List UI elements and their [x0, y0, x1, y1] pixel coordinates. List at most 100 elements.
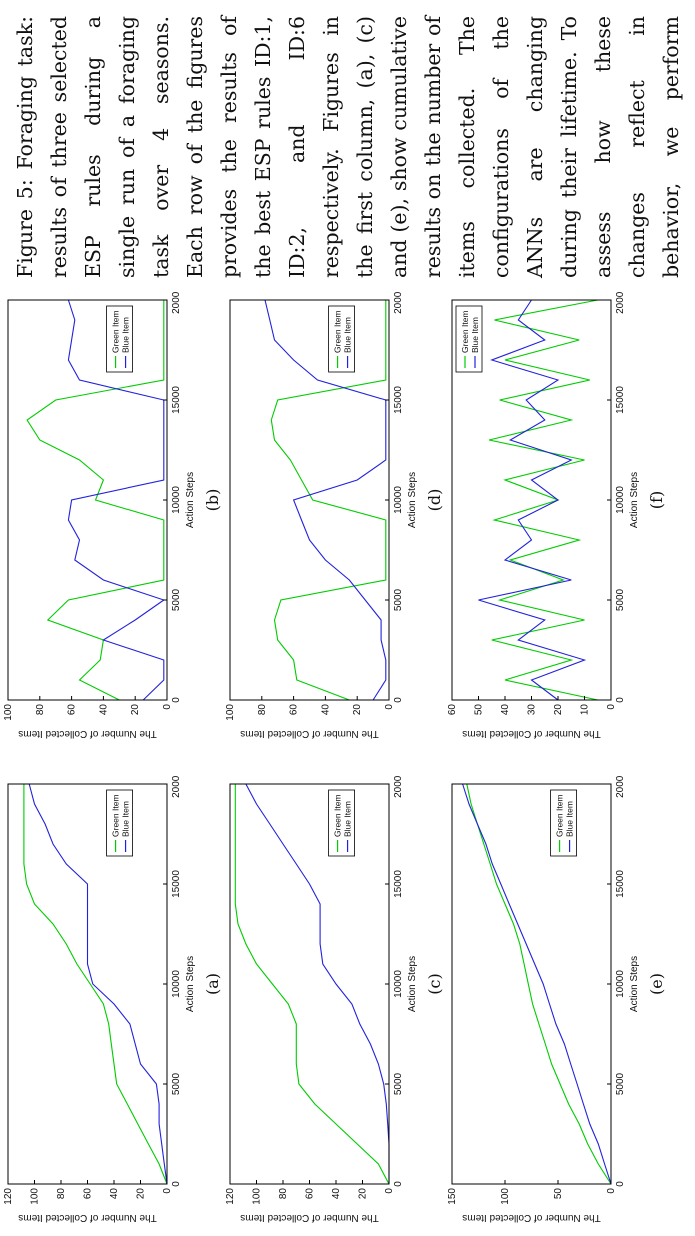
y-tick-label: 40: [331, 1188, 342, 1200]
y-tick-label: 60: [447, 704, 458, 716]
x-tick-label: 20000: [171, 776, 182, 798]
chart-svg-b: 0 5000 10000 15000 20000 0 20 40 60 80 100 Action S…: [3, 286, 196, 739]
legend-entry: Green Item: [333, 794, 343, 837]
legend-entry: Green Item: [460, 310, 470, 353]
plot-area: [7, 299, 168, 701]
x-tick-label: 10000: [393, 970, 404, 998]
y-tick-label: 40: [500, 704, 511, 716]
legend-entry: Green Item: [111, 794, 121, 837]
y-tick-label: 100: [252, 1188, 263, 1205]
x-tick-label: 0: [393, 1181, 404, 1187]
legend: Green Item Blue Item: [328, 789, 355, 857]
series-line-blue-item: [245, 783, 390, 1184]
y-tick-label: 0: [162, 704, 173, 710]
x-axis-label: Action Steps: [629, 472, 640, 528]
y-tick-label: 0: [384, 1188, 395, 1194]
legend-entry: Blue Item: [121, 317, 131, 353]
y-axis-label: The Number of Collected Items: [18, 728, 156, 739]
x-axis-label: Action Steps: [185, 472, 196, 528]
y-tick-label: 0: [606, 704, 617, 710]
x-tick-label: 15000: [615, 870, 626, 898]
y-tick-label: 60: [67, 704, 78, 716]
legend: Green Item Blue Item: [106, 789, 133, 857]
x-tick-label: 0: [615, 697, 626, 703]
legend-entry: Blue Item: [343, 317, 353, 353]
series-line-green-item: [26, 300, 165, 701]
legend-entry: Green Item: [555, 794, 565, 837]
x-tick-label: 20000: [393, 776, 404, 798]
chart-panel-c: 0 5000 10000 15000 20000 0 20 40 60 80 100 120 Actio…: [222, 770, 447, 1226]
y-tick-label: 60: [305, 1188, 316, 1200]
x-tick-label: 0: [171, 1181, 182, 1187]
y-tick-label: 0: [606, 1188, 617, 1194]
y-tick-label: 80: [278, 1188, 289, 1200]
panel-sublabel: (f): [647, 490, 666, 510]
x-tick-label: 10000: [615, 486, 626, 514]
x-tick-label: 0: [393, 697, 404, 703]
panel-sublabel: (b): [203, 488, 222, 512]
y-tick-label: 20: [352, 704, 363, 716]
y-axis-label: The Number of Collected Items: [240, 728, 378, 739]
x-tick-label: 5000: [615, 1072, 626, 1095]
y-tick-label: 40: [109, 1188, 120, 1200]
series-line-green-item: [23, 784, 168, 1185]
chart-panel-f: 0 5000 10000 15000 20000 0 10 20 30 40 50 60 Action …: [444, 286, 669, 742]
y-tick-label: 10: [580, 704, 591, 716]
chart-svg-e: 0 5000 10000 15000 20000 0 50 100 150 Action Step…: [447, 770, 640, 1223]
x-tick-label: 5000: [171, 588, 182, 611]
x-tick-label: 10000: [393, 486, 404, 514]
series-line-green-item: [234, 784, 390, 1185]
plot-area: [229, 299, 390, 701]
x-tick-label: 5000: [393, 1072, 404, 1095]
legend-entry: Green Item: [111, 310, 121, 353]
x-axis-label: Action Steps: [185, 956, 196, 1012]
chart-svg-d: 0 5000 10000 15000 20000 0 20 40 60 80 100 Action S…: [225, 286, 418, 739]
y-tick-label: 20: [553, 704, 564, 716]
x-axis-label: Action Steps: [407, 472, 418, 528]
y-tick-label: 150: [447, 1188, 458, 1205]
x-tick-label: 15000: [393, 870, 404, 898]
y-tick-label: 20: [130, 704, 141, 716]
legend: Green Item Blue Item: [550, 789, 577, 857]
chart-svg-c: 0 5000 10000 15000 20000 0 20 40 60 80 100 120 Actio…: [225, 770, 418, 1223]
y-tick-label: 50: [553, 1188, 564, 1200]
legend-entry: Blue Item: [565, 801, 575, 837]
y-axis-label: The Number of Collected Items: [462, 728, 600, 739]
plot-area: [451, 783, 612, 1185]
y-tick-label: 60: [83, 1188, 94, 1200]
x-tick-label: 5000: [615, 588, 626, 611]
x-tick-label: 5000: [171, 1072, 182, 1095]
chart-svg-f: 0 5000 10000 15000 20000 0 10 20 30 40 50 60 Action …: [447, 286, 640, 739]
x-tick-label: 15000: [393, 386, 404, 414]
y-tick-label: 80: [56, 1188, 67, 1200]
x-tick-label: 20000: [615, 292, 626, 314]
x-tick-label: 0: [615, 1181, 626, 1187]
y-tick-label: 100: [30, 1188, 41, 1205]
y-tick-label: 40: [320, 704, 331, 716]
x-tick-label: 10000: [171, 486, 182, 514]
y-tick-label: 40: [98, 704, 109, 716]
chart-panel-e: 0 5000 10000 15000 20000 0 50 100 150 Action Step…: [444, 770, 669, 1226]
x-tick-label: 10000: [171, 970, 182, 998]
panel-sublabel: (d): [425, 488, 444, 512]
y-tick-label: 80: [35, 704, 46, 716]
x-tick-label: 10000: [615, 970, 626, 998]
y-tick-label: 120: [3, 1188, 14, 1205]
y-tick-label: 20: [136, 1188, 147, 1200]
x-tick-label: 0: [171, 697, 182, 703]
legend: Green Item Blue Item: [328, 305, 355, 373]
y-tick-label: 50: [474, 704, 485, 716]
series-line-blue-item: [462, 783, 612, 1185]
y-tick-label: 20: [358, 1188, 369, 1200]
chart-panel-b: 0 5000 10000 15000 20000 0 20 40 60 80 100 Action S…: [0, 286, 225, 742]
series-line-blue-item: [28, 783, 168, 1185]
y-tick-label: 100: [500, 1188, 511, 1205]
y-tick-label: 120: [225, 1188, 236, 1205]
plot-area: [229, 783, 390, 1185]
panel-sublabel: (a): [203, 972, 222, 996]
y-tick-label: 0: [384, 704, 395, 710]
series-line-green-item: [270, 300, 387, 701]
x-axis-label: Action Steps: [407, 956, 418, 1012]
y-tick-label: 0: [162, 1188, 173, 1194]
